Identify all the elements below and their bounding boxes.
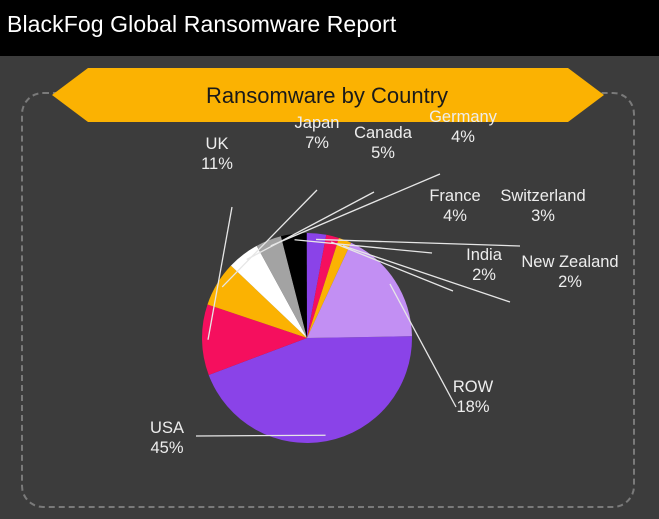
leader-lines (195, 173, 521, 437)
pie-slice-japan (207, 265, 307, 338)
slice-label-switzerland: Switzerland (500, 187, 585, 205)
slice-label-canada: Canada (354, 124, 413, 142)
chart-title: Ransomware by Country (206, 83, 448, 108)
slice-value-switzerland: 3% (531, 207, 555, 225)
slice-label-india: India (466, 246, 503, 264)
slice-label-germany: Germany (429, 108, 498, 126)
report-title: BlackFog Global Ransomware Report (7, 11, 397, 37)
pie-slice-uk (202, 304, 307, 375)
slice-value-usa: 45% (150, 439, 183, 457)
slice-labels: USA 45% UK 11% Japan 7% Canada 5% Germany 4% Franc… (150, 108, 619, 457)
leader-line (342, 245, 511, 303)
slice-label-row: ROW (453, 378, 494, 396)
leader-line (207, 206, 233, 340)
slice-value-row: 18% (456, 398, 489, 416)
leader-line (389, 283, 457, 408)
slice-value-france: 4% (443, 207, 467, 225)
pie-slice-switzerland (306, 232, 327, 338)
slice-value-japan: 7% (305, 134, 329, 152)
leader-line (246, 191, 375, 261)
pie-slice-usa (208, 336, 413, 444)
leader-line (294, 239, 433, 254)
pie-slice-new-zealand (307, 237, 352, 338)
header-bar: BlackFog Global Ransomware Report (0, 0, 659, 56)
slice-value-canada: 5% (371, 144, 395, 162)
slice-value-germany: 4% (451, 128, 475, 146)
slice-value-uk: 11% (201, 155, 233, 173)
pie-slices (202, 232, 413, 444)
pie-slice-row (307, 242, 412, 338)
pie-slice-germany (256, 236, 307, 338)
slice-label-new-zealand: New Zealand (521, 253, 618, 271)
leader-line (195, 434, 326, 437)
pie-slice-india (307, 234, 339, 338)
leader-line (316, 238, 521, 247)
leader-line (221, 189, 318, 288)
slice-label-france: France (429, 187, 480, 205)
leader-line (330, 241, 454, 292)
chart-title-banner (52, 68, 604, 122)
pie-slice-france (280, 233, 307, 338)
pie-slice-canada (230, 245, 307, 338)
slice-label-japan: Japan (295, 114, 340, 132)
slice-value-new-zealand: 2% (558, 273, 582, 291)
slice-label-usa: USA (150, 419, 184, 437)
slice-label-uk: UK (206, 135, 229, 153)
leader-line (270, 173, 441, 247)
slice-value-india: 2% (472, 266, 496, 284)
